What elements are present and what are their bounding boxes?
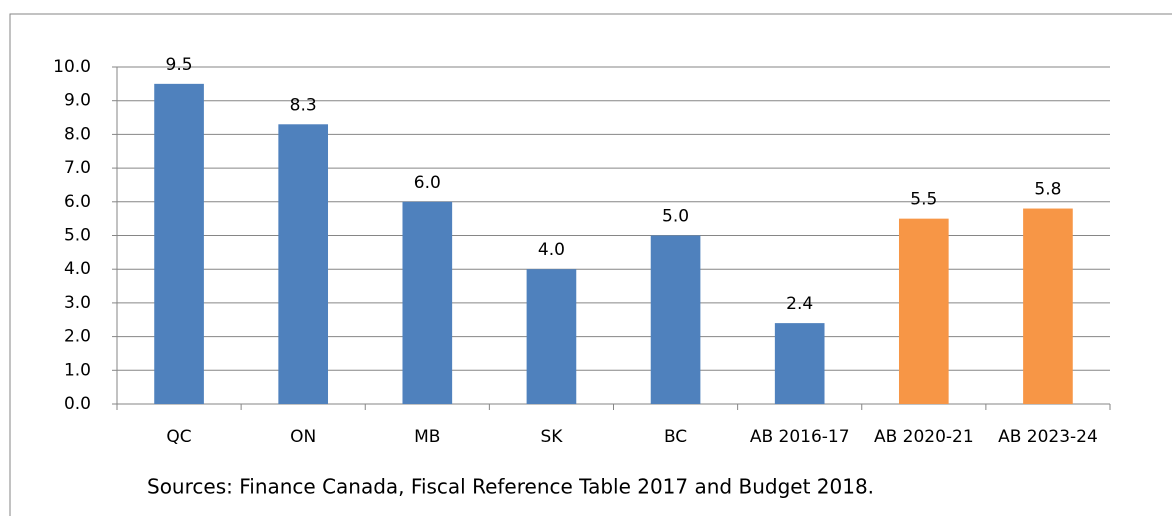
x-tick-label: QC <box>166 427 191 447</box>
chart-frame <box>9 13 1172 516</box>
x-tick-label: AB 2016-17 <box>750 427 850 447</box>
y-tick-label: 4.0 <box>64 259 91 279</box>
bar <box>650 235 701 404</box>
bar <box>1023 208 1073 404</box>
data-label: 2.4 <box>786 294 813 314</box>
y-tick-label: 1.0 <box>64 360 91 380</box>
bar <box>526 269 577 404</box>
data-label: 9.5 <box>166 55 193 75</box>
data-label: 8.3 <box>290 95 317 115</box>
data-label: 6.0 <box>414 173 441 193</box>
y-tick-label: 0.0 <box>64 394 91 414</box>
y-tick-label: 7.0 <box>64 158 91 178</box>
x-tick-label: AB 2023-24 <box>998 427 1098 447</box>
x-tick-label: AB 2020-21 <box>874 427 974 447</box>
y-tick-label: 6.0 <box>64 192 91 212</box>
bar <box>154 83 204 404</box>
y-tick-label: 8.0 <box>64 124 91 144</box>
x-tick-label: SK <box>540 427 563 447</box>
data-label: 5.8 <box>1034 180 1061 200</box>
bar <box>774 323 825 404</box>
x-tick-label: ON <box>290 427 316 447</box>
data-label: 5.5 <box>910 190 937 210</box>
y-tick-label: 2.0 <box>64 327 91 347</box>
bar <box>402 201 453 404</box>
source-note: Sources: Finance Canada, Fiscal Referenc… <box>147 475 874 499</box>
bar <box>898 218 949 404</box>
bar <box>278 124 329 404</box>
y-tick-label: 5.0 <box>64 226 91 246</box>
x-tick-label: BC <box>664 427 687 447</box>
y-tick-label: 3.0 <box>64 293 91 313</box>
y-tick-label: 9.0 <box>64 91 91 111</box>
data-label: 4.0 <box>538 240 565 260</box>
x-tick-label: MB <box>414 427 440 447</box>
data-label: 5.0 <box>662 207 689 227</box>
y-tick-label: 10.0 <box>53 57 91 77</box>
